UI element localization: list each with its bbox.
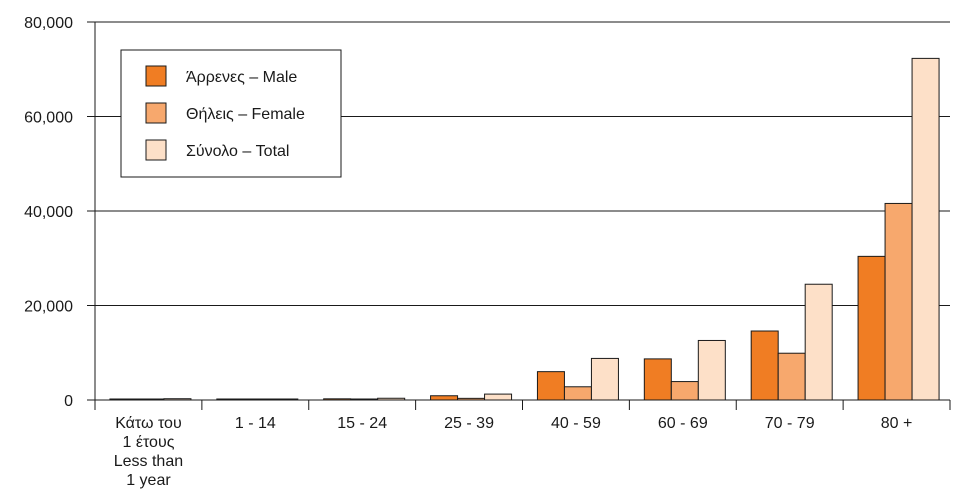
x-tick-label-line: 70 - 79 <box>765 415 815 432</box>
legend-label-1: Θήλεις – Female <box>186 106 305 123</box>
x-tick-label-line: 1 έτους <box>122 434 174 451</box>
x-tick-label-line: 1 year <box>126 472 171 489</box>
y-tick-label: 80,000 <box>24 15 73 32</box>
bar-3-2 <box>484 393 513 401</box>
x-tick-label: Κάτω του 1 έτους Less than 1 year <box>114 415 183 489</box>
y-tick-label: 40,000 <box>24 204 73 221</box>
legend-label-0: Άρρενες – Male <box>186 69 297 86</box>
x-tick-label-line: 80 + <box>881 415 913 432</box>
bar-3-0 <box>430 395 459 401</box>
bar-6-2 <box>804 283 833 401</box>
bar-5-2 <box>697 339 726 401</box>
x-tick-label: 60 - 69 <box>658 415 708 432</box>
bar-7-1 <box>884 202 913 401</box>
bars <box>109 57 940 401</box>
x-tick-label: 40 - 59 <box>551 415 601 432</box>
legend-swatch-1 <box>145 102 167 124</box>
legend-swatch-2 <box>145 139 167 161</box>
x-axis: Κάτω του 1 έτους Less than 1 year 1 - 14 15 -… <box>94 399 951 489</box>
y-tick-label: 20,000 <box>24 299 73 316</box>
bar-4-1 <box>563 386 592 401</box>
bar-4-2 <box>590 357 619 401</box>
bar-5-0 <box>643 358 672 401</box>
legend: Άρρενες – Male Θήλεις – Female Σύνολο – To… <box>120 49 342 178</box>
bar-7-0 <box>857 255 886 401</box>
x-tick-label-line: 25 - 39 <box>444 415 494 432</box>
bar-6-0 <box>750 330 779 401</box>
x-tick-label-line: Κάτω του <box>115 415 182 432</box>
x-tick-label-line: 40 - 59 <box>551 415 601 432</box>
x-tick-label: 70 - 79 <box>765 415 815 432</box>
x-tick-label: 1 - 14 <box>235 415 276 432</box>
x-tick-label-line: 15 - 24 <box>337 415 387 432</box>
bar-4-0 <box>536 371 565 401</box>
y-axis: 0 20,000 40,000 60,000 80,000 <box>24 15 96 410</box>
y-tick-label: 0 <box>64 393 73 410</box>
x-tick-label: 15 - 24 <box>337 415 387 432</box>
x-tick-label-line: 1 - 14 <box>235 415 276 432</box>
y-tick-label: 60,000 <box>24 110 73 127</box>
legend-label-2: Σύνολο – Total <box>186 143 289 160</box>
bar-5-1 <box>670 381 699 401</box>
bar-6-1 <box>777 352 806 401</box>
x-tick-label: 25 - 39 <box>444 415 494 432</box>
x-tick-label: 80 + <box>881 415 913 432</box>
bar-7-2 <box>911 57 940 401</box>
legend-swatch-0 <box>145 65 167 87</box>
x-tick-label-line: Less than <box>114 453 183 470</box>
x-tick-label-line: 60 - 69 <box>658 415 708 432</box>
